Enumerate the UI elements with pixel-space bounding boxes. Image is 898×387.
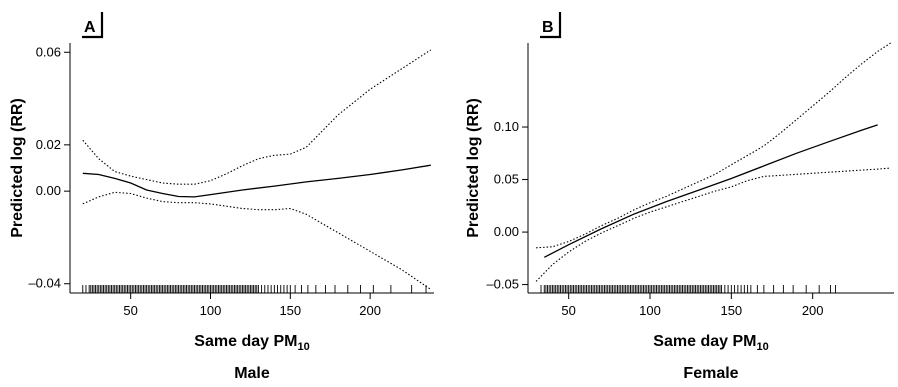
y-tick-label: 0.05 [494,172,519,187]
series-lower-bound [535,167,891,282]
series-lower-bound [82,191,432,290]
panel-tag-bracket [540,12,562,39]
y-tick-label: 0.00 [36,183,61,198]
y-tick-label: –0.05 [486,277,519,292]
y-tick-label: 0.10 [494,119,519,134]
x-tick-label: 100 [639,303,661,318]
panel-caption: Female [683,365,738,382]
y-tick-label: 0.06 [36,44,61,59]
y-tick-label: 0.02 [36,137,61,152]
x-tick-label: 150 [720,303,742,318]
x-axis-title: Same day PM10 [194,333,309,353]
x-tick-label: 200 [802,303,824,318]
x-tick-label: 200 [359,303,381,318]
y-tick-label: 0.00 [494,224,519,239]
series-upper-bound [536,42,891,249]
x-axis-title-subscript: 10 [756,341,768,353]
series-estimate [82,164,431,198]
x-axis-title-subscript: 10 [297,341,309,353]
panel-a-male: A 50 100 150 200 –0.04 0.00 0.02 0.06 Predicted l… [9,12,434,382]
y-tick-label: –0.04 [28,276,61,291]
panel-tag-bracket [82,12,104,39]
panel-tag: A [84,19,96,36]
series-upper-bound [82,49,432,185]
x-tick-label: 50 [123,303,137,318]
rug-marks [540,285,836,293]
panel-b-female: B 50 100 150 200 –0.05 0.00 0.05 0.10 Predicted l… [465,12,894,382]
panel-tag: B [542,19,554,36]
series-estimate [544,124,878,258]
x-axis-title-text: Same day PM [194,333,297,350]
y-axis-title: Predicted log (RR) [9,98,26,238]
panel-caption: Male [234,365,270,382]
x-axis-title-text: Same day PM [653,333,756,350]
x-tick-label: 50 [561,303,575,318]
x-tick-label: 150 [279,303,301,318]
x-tick-label: 100 [200,303,222,318]
y-axis-title: Predicted log (RR) [465,98,482,238]
rug-marks [82,285,427,293]
x-axis-title: Same day PM10 [653,333,768,353]
